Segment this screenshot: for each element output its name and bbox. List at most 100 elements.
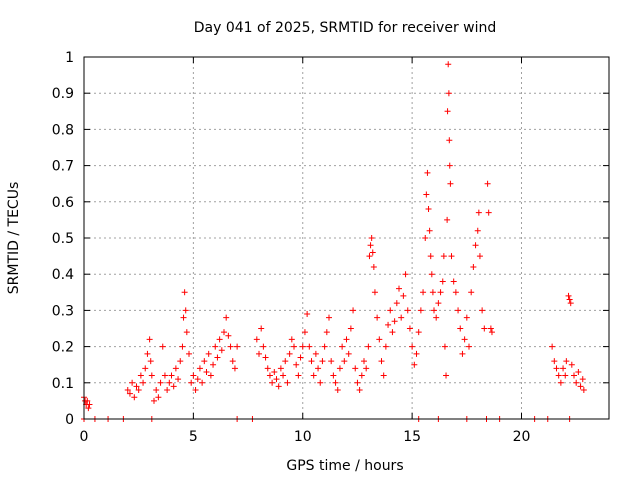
data-point [286,350,293,357]
data-point [385,321,392,328]
data-point [293,361,300,368]
data-point [354,379,361,386]
y-tick-label: 0.8 [52,122,74,138]
data-point [231,365,238,372]
data-point [555,372,562,379]
data-point [203,368,210,375]
data-point [424,169,431,176]
data-point [350,307,357,314]
data-point [444,108,451,115]
data-point [155,394,162,401]
data-point [271,368,278,375]
data-point [188,379,195,386]
data-point [299,343,306,350]
data-point [402,271,409,278]
y-tick-label: 0.6 [52,195,74,211]
data-point [234,343,241,350]
data-point [485,209,492,216]
data-point [363,365,370,372]
data-point [411,361,418,368]
data-point [447,180,454,187]
data-point [366,253,373,260]
data-point [140,379,147,386]
data-point [382,343,389,350]
data-point [444,216,451,223]
data-point [269,379,276,386]
y-tick-label: 1 [65,50,74,66]
data-point [304,311,311,318]
data-point [223,314,230,321]
data-point [135,387,142,394]
data-point [227,343,234,350]
data-point [161,372,168,379]
data-point [291,343,297,350]
data-point [420,289,427,296]
data-point [336,365,343,372]
data-point [423,191,430,198]
chart-title: Day 041 of 2025, SRMTID for receiver win… [194,20,497,36]
data-point [474,227,481,234]
axis-ticks: 00.10.20.30.40.50.60.70.80.910 5 10 15 20 [52,50,609,445]
data-point [148,372,155,379]
data-point [288,336,295,343]
data-point [277,365,284,372]
data-point [212,343,219,350]
data-point [282,358,289,365]
data-point [308,358,315,365]
data-point [571,372,577,379]
data-point [573,379,580,386]
data-point [168,372,175,379]
data-point [568,361,575,368]
y-tick-label: 0 [65,412,74,428]
data-point [391,318,398,325]
data-point [221,329,227,336]
data-point [181,289,188,296]
data-point [463,314,470,321]
data-point [170,383,177,390]
data-point [413,350,420,357]
data-point [446,162,453,169]
data-point [151,397,157,404]
data-point [479,307,486,314]
data-point [459,350,466,357]
data-point [445,90,452,97]
y-tick-label: 0.3 [52,303,74,319]
data-point [476,253,483,260]
data-point [557,379,564,386]
data-point [448,253,455,260]
data-point [475,209,482,216]
data-point [133,383,140,390]
data-point [358,372,365,379]
data-point [172,365,179,372]
data-point [466,343,472,350]
x-tick-label: 0 [80,429,89,445]
y-tick-label: 0.1 [52,376,74,392]
data-point [455,307,462,314]
data-point [182,307,189,314]
data-point [339,343,346,350]
data-point [575,368,582,375]
data-point [565,292,572,299]
data-point [429,289,436,296]
data-point [415,329,422,336]
data-point [487,325,494,332]
data-point [328,358,335,365]
data-point [376,336,383,343]
data-point [301,329,308,336]
data-point [297,354,304,361]
data-point [166,379,173,386]
x-tick-label: 5 [189,429,198,445]
x-axis-label: GPS time / hours [286,458,403,474]
plot-frame [83,56,610,420]
data-point [431,307,437,314]
data-point [180,314,187,321]
data-point [190,372,197,379]
data-point [566,296,573,303]
data-point [256,350,262,357]
data-point [549,343,556,350]
y-tick-label: 0.2 [52,340,74,356]
data-point [393,300,400,307]
data-point [452,289,459,296]
data-point [201,358,208,365]
data-point [183,329,190,336]
